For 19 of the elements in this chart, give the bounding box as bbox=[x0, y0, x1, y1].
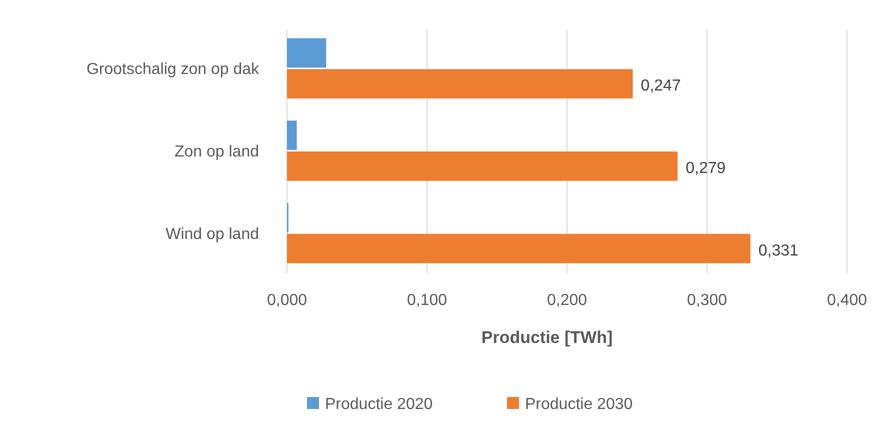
data-label: 0,331 bbox=[758, 242, 799, 260]
x-tick-label: 0,100 bbox=[406, 292, 448, 309]
y-tick-label: Wind op land bbox=[166, 226, 259, 243]
bar bbox=[287, 152, 678, 181]
legend-label: Productie 2030 bbox=[525, 396, 633, 413]
x-tick-label: 0,400 bbox=[826, 292, 868, 309]
y-tick-label: Grootschalig zon op dak bbox=[86, 61, 260, 78]
x-tick-label: 0,000 bbox=[266, 292, 308, 309]
bar bbox=[287, 120, 297, 150]
x-axis-title: Productie [TWh] bbox=[481, 328, 613, 347]
data-label: 0,247 bbox=[640, 78, 681, 95]
y-tick-label: Zon op land bbox=[174, 144, 259, 160]
x-tick-label: 0,300 bbox=[686, 292, 728, 309]
bar bbox=[287, 38, 326, 68]
bar bbox=[287, 69, 633, 98]
legend-label: Productie 2020 bbox=[325, 396, 433, 413]
data-label: 0,279 bbox=[686, 160, 726, 177]
x-tick-label: 0,200 bbox=[546, 292, 588, 309]
bar bbox=[287, 234, 750, 264]
